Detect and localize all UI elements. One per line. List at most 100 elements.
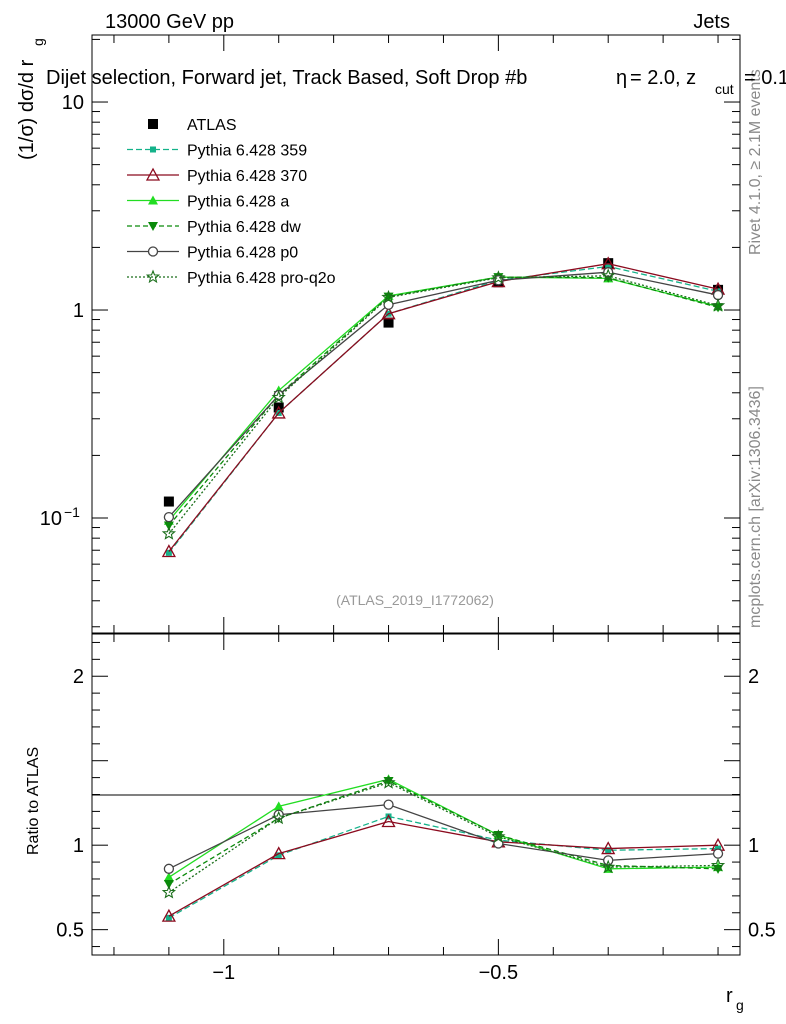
- ratio-x-ticks: −1 −0.5: [113, 634, 719, 984]
- x-tick-label: −0.5: [479, 962, 518, 984]
- ratio-series-point: [271, 846, 286, 860]
- mcplots-reference-label: mcplots.cern.ch [arXiv:1306.3436]: [747, 386, 764, 628]
- ratio-series-point: [163, 880, 174, 890]
- main-y-tick-label-exponent: −1: [64, 504, 80, 520]
- legend-label: Pythia 6.428 pro-q2o: [187, 270, 336, 287]
- ratio-series-group: [161, 774, 726, 922]
- ratio-series-line: [168, 803, 719, 870]
- main-series-3: [163, 272, 724, 525]
- legend-marker: [148, 222, 158, 231]
- plot-title-tail: = 0.1: [744, 67, 786, 89]
- x-axis-label: r g: [726, 985, 744, 1013]
- ratio-y-tick-label: 0.5: [56, 920, 84, 942]
- ratio-y-tick-label: 1: [73, 835, 84, 857]
- main-series-point: [710, 298, 726, 312]
- ratio-series-point: [161, 884, 177, 899]
- legend-entry: Pythia 6.428 p0: [127, 245, 298, 262]
- main-series-point: [163, 511, 175, 523]
- main-series-point: [271, 405, 286, 419]
- ratio-series-point: [165, 914, 172, 921]
- legend-label: Pythia 6.428 370: [187, 168, 307, 185]
- legend-entry: Pythia 6.428 pro-q2o: [127, 269, 336, 287]
- main-series-point: [605, 263, 612, 270]
- ratio-series-4: [163, 799, 724, 874]
- main-series-point: [163, 496, 174, 507]
- main-series-point: [163, 521, 174, 531]
- main-y-axis-label-text: (1/σ) dσ/d r: [16, 59, 38, 160]
- category-label: Jets: [693, 11, 730, 33]
- ratio-series-line: [168, 781, 719, 894]
- legend-entry: Pythia 6.428 dw: [127, 219, 301, 236]
- ratio-series-point: [163, 863, 175, 874]
- ratio-series-point: [271, 810, 286, 825]
- plot-title-beta: η: [616, 67, 627, 89]
- main-series-line: [168, 276, 719, 522]
- plot-title-main: Dijet selection, Forward jet, Track Base…: [46, 67, 527, 89]
- main-series-line: [168, 271, 719, 518]
- main-series-point: [271, 389, 286, 404]
- ratio-y-axis-label: Ratio to ATLAS: [25, 747, 42, 855]
- main-series-point: [601, 268, 616, 282]
- x-tick-label: −1: [212, 962, 235, 984]
- main-series-group: [161, 256, 726, 558]
- ratio-series-5: [161, 775, 726, 899]
- main-series-point: [603, 267, 614, 278]
- main-series-5: [163, 267, 724, 523]
- legend: ATLAS Pythia 6.428 359 Pythia 6.428 370 Pyt…: [127, 117, 336, 287]
- legend-entry: ATLAS: [148, 117, 237, 134]
- ratio-y-tick-label-right: 1: [748, 835, 759, 857]
- ratio-series-line: [168, 820, 719, 917]
- ratio-series-point: [491, 829, 506, 843]
- plot-title: Dijet selection, Forward jet, Track Base…: [46, 67, 786, 97]
- legend-label: Pythia 6.428 p0: [187, 245, 298, 262]
- main-y-tick-label: 10: [62, 92, 84, 114]
- main-series-line: [168, 265, 719, 554]
- legend-label: Pythia 6.428 359: [187, 143, 307, 160]
- main-series-line: [168, 276, 719, 526]
- ratio-series-line: [168, 815, 719, 919]
- main-series-0: [163, 258, 724, 507]
- legend-entry: Pythia 6.428 a: [127, 194, 289, 211]
- ratio-series-point: [161, 908, 176, 922]
- ratio-series-point: [383, 776, 394, 786]
- main-series-point: [161, 526, 177, 540]
- energy-label: 13000 GeV pp: [105, 11, 234, 33]
- plot-title-suffix: = 2.0, z: [630, 67, 696, 89]
- main-series-point: [712, 289, 724, 301]
- legend-label: Pythia 6.428 a: [187, 194, 289, 211]
- ratio-series-point: [275, 852, 282, 859]
- ratio-series-point: [381, 775, 396, 789]
- ratio-series-point: [601, 841, 616, 855]
- main-series-point: [381, 289, 396, 304]
- ratio-y-tick-label: 2: [73, 666, 84, 688]
- main-series-point: [381, 306, 396, 320]
- ratio-series-point: [383, 799, 394, 810]
- main-series-2: [161, 256, 726, 558]
- ratio-series-point: [605, 847, 612, 854]
- ratio-series-point: [493, 831, 504, 841]
- main-series-line: [168, 275, 719, 535]
- ratio-series-point: [163, 872, 174, 882]
- main-series-1: [165, 263, 722, 556]
- ratio-series-point: [273, 809, 284, 820]
- ratio-panel: 2 2 1 1 0.5 0.5 −1 −0.5 Ratio to ATLAS r g: [25, 633, 776, 1013]
- main-series-6: [161, 268, 726, 540]
- plot-title-subscript: cut: [715, 81, 734, 97]
- main-frame: [91, 34, 741, 634]
- legend-marker: [145, 269, 161, 284]
- main-y-axis-label-sub: g: [30, 38, 46, 46]
- main-y-tick-label: 10: [40, 508, 62, 530]
- ratio-y-ticks: 2 2 1 1 0.5 0.5: [56, 641, 776, 948]
- legend-marker: [145, 167, 161, 181]
- x-axis-label-text: r: [726, 985, 733, 1007]
- legend-marker: [148, 195, 158, 205]
- main-series-point: [383, 317, 394, 328]
- legend-marker: [147, 246, 159, 257]
- ratio-y-tick-label-right: 2: [748, 666, 759, 688]
- main-y-axis-label: (1/σ) dσ/d r g: [16, 38, 46, 160]
- ratio-y-tick-label-right: 0.5: [748, 920, 776, 942]
- ratio-series-point: [601, 859, 616, 874]
- main-y-tick-label: 1: [73, 300, 84, 322]
